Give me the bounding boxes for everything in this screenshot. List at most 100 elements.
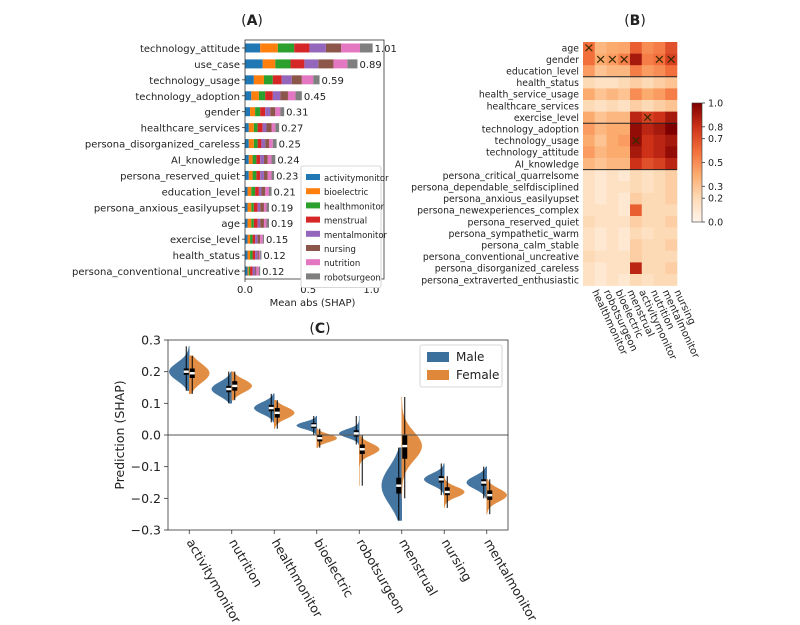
bar-robotsurgeon-use_case — [347, 59, 358, 69]
bar-activitymonitor-persona_anxious_easilyupset — [245, 202, 248, 212]
heat-cell-AI_knowledge-healthmonitor — [583, 158, 596, 170]
heat-row-label-persona_sympathetic_warm: persona_sympathetic_warm — [449, 229, 579, 240]
heat-cell-healthcare_services-nursing — [665, 100, 678, 112]
median-female-bioelectric — [317, 436, 323, 440]
bar-menstrual-technology_attitude — [294, 43, 310, 53]
heat-cell-persona_anxious_easilyupset-robotsurgeon — [594, 192, 607, 205]
heat-row-label-technology_adoption: technology_adoption — [482, 125, 579, 136]
heat-cell-persona_conventional_uncreative-mentalmonitor — [653, 250, 666, 263]
median-male-activitymonitor — [183, 370, 189, 373]
legend-label-robotsurgeon: robotsurgeon — [324, 273, 381, 283]
panel-c-legend: Male Female — [419, 344, 503, 388]
median-male-healthmonitor — [268, 406, 274, 410]
bar-mentalmonitor-exercise_level — [255, 234, 258, 244]
heat-cell-persona_disorganized_careless-bioelectric — [606, 262, 619, 275]
bar-nutrition-use_case — [333, 59, 348, 69]
bar-nursing-gender — [270, 107, 276, 117]
heat-cell-healthcare_services-nutrition — [641, 100, 654, 112]
heat-cell-technology_adoption-menstrual — [618, 123, 631, 136]
bar-total-label-gender: 0.31 — [286, 108, 308, 119]
bar-robotsurgeon-persona_reserved_quiet — [271, 170, 275, 180]
bar-robotsurgeon-persona_anxious_easilyupset — [266, 202, 270, 212]
heat-cell-persona_dependable_selfdisciplined-bioelectric — [606, 181, 619, 194]
heat-cell-persona_reserved_quiet-menstrual — [618, 216, 631, 228]
colorbar-tick-label-1: 0.2 — [708, 194, 723, 205]
heat-cell-persona_reserved_quiet-bioelectric — [606, 216, 619, 228]
violin-female-nursing — [444, 475, 465, 509]
heat-cell-persona_calm_stable-menstrual — [618, 239, 631, 252]
heat-cell-persona_newexperiences_complex-menstrual — [618, 204, 631, 217]
heat-cell-persona_dependable_selfdisciplined-menstrual — [618, 181, 631, 194]
legend-label-activitymonitor: activitymonitor — [324, 174, 389, 184]
panel-b-heatmap — [583, 42, 678, 286]
y-tick-label-technology_attitude: technology_attitude — [140, 44, 240, 55]
heat-cell-persona_newexperiences_complex-robotsurgeon — [594, 204, 607, 217]
heat-cell-persona_sympathetic_warm-menstrual — [618, 227, 631, 240]
legend-swatch-nutrition — [306, 259, 320, 266]
heat-cell-persona_sympathetic_warm-mentalmonitor — [653, 227, 666, 240]
median-female-nursing — [444, 490, 450, 494]
heat-cell-persona_anxious_easilyupset-nursing — [665, 192, 678, 205]
heat-cell-persona_conventional_uncreative-bioelectric — [606, 250, 619, 263]
heat-row-label-AI_knowledge: AI_knowledge — [515, 159, 579, 170]
violin-male-menstrual — [381, 447, 402, 521]
violin-female-nutrition — [231, 371, 253, 401]
heat-cell-persona_anxious_easilyupset-nutrition — [641, 192, 654, 205]
bar-bioelectric-healthcare_services — [248, 123, 254, 133]
violin-female-activitymonitor — [189, 355, 210, 395]
heat-cell-education_level-mentalmonitor — [653, 65, 666, 78]
colorbar-tick-label-5: 0.8 — [708, 122, 723, 133]
legend-swatch-healthmonitor — [306, 202, 320, 209]
y-tick-label-persona_reserved_quiet: persona_reserved_quiet — [120, 171, 240, 182]
heat-cell-healthcare_services-mentalmonitor — [653, 100, 666, 112]
bar-mentalmonitor-technology_attitude — [309, 43, 326, 53]
c-y-tick-label-2: −0.1 — [131, 459, 161, 474]
bar-total-label-persona_conventional_uncreative: 0.12 — [262, 267, 284, 278]
heat-row-label-technology_attitude: technology_attitude — [486, 148, 579, 159]
heat-cell-education_level-bioelectric — [606, 65, 619, 78]
heat-cell-AI_knowledge-menstrual — [618, 158, 631, 170]
bar-nutrition-technology_usage — [301, 75, 314, 85]
bar-robotsurgeon-health_status — [260, 250, 262, 260]
bar-nutrition-education_level — [265, 186, 270, 196]
heat-cell-persona_dependable_selfdisciplined-healthmonitor — [583, 181, 596, 194]
y-tick-label-persona_disorganized_careless: persona_disorganized_careless — [85, 140, 240, 151]
violin-male-mentalmonitor — [466, 466, 487, 499]
legend-swatch-male — [427, 352, 449, 362]
bar-menstrual-persona_disorganized_careless — [257, 139, 262, 149]
bar-nutrition-age — [263, 218, 267, 228]
panel-a: (A) 1.01 technology_attitude 0.89 use_case 0… — [72, 13, 397, 309]
y-tick-label-age: age — [221, 219, 240, 230]
heat-cell-age-nutrition — [641, 42, 654, 54]
bar-bioelectric-technology_adoption — [251, 91, 259, 101]
colorbar-tick-label-3: 0.5 — [708, 158, 723, 169]
legend-label-nutrition: nutrition — [324, 259, 360, 269]
heat-cell-persona_critical_quarrelsome-robotsurgeon — [594, 169, 607, 182]
bar-nursing-persona_disorganized_careless — [265, 139, 270, 149]
heat-cell-age-bioelectric — [606, 42, 619, 54]
heat-cell-persona_conventional_uncreative-menstrual — [618, 250, 631, 263]
heat-cell-persona_calm_stable-nursing — [665, 239, 678, 252]
heat-mark-age-healthmonitor — [585, 44, 593, 52]
bar-bioelectric-persona_anxious_easilyupset — [247, 202, 252, 212]
heat-cell-persona_sympathetic_warm-nursing — [665, 227, 678, 240]
bar-healthmonitor-education_level — [251, 186, 256, 196]
bar-healthmonitor-age — [251, 218, 254, 228]
x-axis-label: Mean abs (SHAP) — [270, 298, 356, 309]
heat-cell-persona_critical_quarrelsome-mentalmonitor — [653, 169, 666, 182]
heat-cell-technology_usage-menstrual — [618, 134, 631, 147]
heat-cell-exercise_level-mentalmonitor — [653, 111, 666, 124]
bar-healthmonitor-persona_conventional_uncreative — [248, 266, 251, 276]
bar-robotsurgeon-technology_adoption — [295, 91, 302, 101]
c-x-tick-label-nutrition: nutrition — [226, 536, 266, 590]
bar-nutrition-persona_disorganized_careless — [269, 139, 273, 149]
heat-cell-age-activitymonitor — [630, 42, 643, 54]
bar-nursing-use_case — [318, 59, 334, 69]
bar-total-label-technology_attitude: 1.01 — [375, 44, 397, 55]
bar-bioelectric-education_level — [247, 186, 252, 196]
heat-cell-age-mentalmonitor — [653, 42, 666, 54]
heat-cell-persona_extraverted_enthusiastic-healthmonitor — [583, 274, 596, 286]
median-male-bioelectric — [311, 424, 317, 427]
violin-female-menstrual — [401, 396, 422, 499]
